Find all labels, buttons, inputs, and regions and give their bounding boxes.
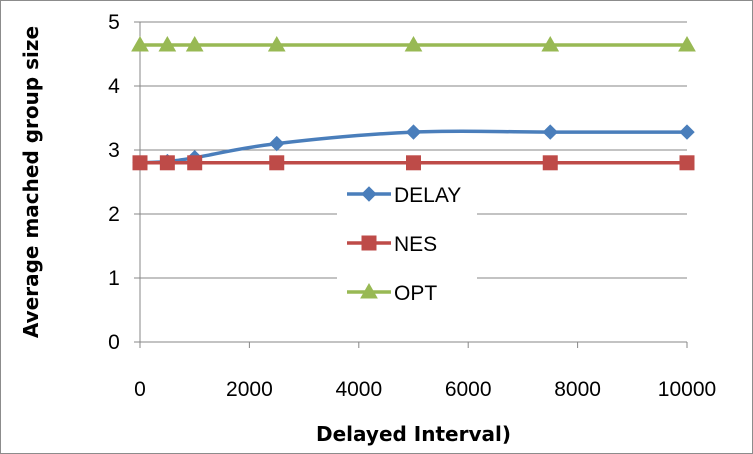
- legend-label-opt: OPT: [394, 282, 437, 305]
- data-point-opt: [541, 36, 560, 52]
- data-point-opt: [158, 36, 177, 52]
- y-tick-label: 1: [108, 267, 120, 290]
- x-tick-label: 10000: [658, 378, 716, 401]
- data-point-opt: [404, 36, 423, 52]
- x-tick-label: 2000: [226, 378, 273, 401]
- legend-label-delay: DELAY: [394, 184, 461, 207]
- series-nes: [132, 155, 695, 171]
- x-tick-label: 6000: [445, 378, 492, 401]
- legend-item-nes: NES: [347, 233, 437, 256]
- data-point-nes: [159, 155, 175, 171]
- y-tick-label: 2: [108, 203, 120, 226]
- x-tick-label: 4000: [335, 378, 382, 401]
- data-point-delay: [269, 135, 285, 152]
- series-opt: [131, 36, 696, 52]
- legend-marker-opt: [360, 282, 378, 299]
- data-point-delay: [679, 124, 695, 140]
- legend-item-opt: OPT: [347, 282, 437, 305]
- legend-item-delay: DELAY: [347, 184, 461, 207]
- x-tick-label: 0: [134, 378, 146, 401]
- y-tick-label: 4: [108, 75, 120, 98]
- data-point-delay: [542, 124, 558, 140]
- data-point-delay: [405, 124, 422, 140]
- data-point-opt: [267, 36, 286, 52]
- y-tick-label: 0: [108, 331, 120, 354]
- y-tick-label: 5: [108, 11, 120, 34]
- axes: 0 1 2 3 4 5 0 2000 4000 6000 8000 10000: [108, 11, 716, 401]
- data-point-opt: [131, 36, 149, 52]
- data-point-nes: [132, 155, 148, 171]
- y-axis-title: Average mached group size: [19, 26, 43, 338]
- data-point-nes: [406, 155, 421, 171]
- data-point-nes: [542, 155, 558, 171]
- data-point-opt: [678, 36, 696, 52]
- legend: DELAY NES OPT: [337, 175, 477, 313]
- legend-marker-nes: [361, 235, 377, 251]
- legend-marker-delay: [361, 186, 377, 202]
- y-tick-label: 3: [108, 139, 120, 162]
- data-point-nes: [679, 155, 695, 171]
- data-point-nes: [187, 155, 203, 171]
- x-tick-label: 8000: [554, 378, 601, 401]
- legend-label-nes: NES: [394, 233, 437, 256]
- data-point-nes: [269, 155, 285, 171]
- data-point-opt: [185, 36, 204, 52]
- series-layer: [131, 36, 696, 171]
- x-axis-title: Delayed Interval): [316, 422, 511, 446]
